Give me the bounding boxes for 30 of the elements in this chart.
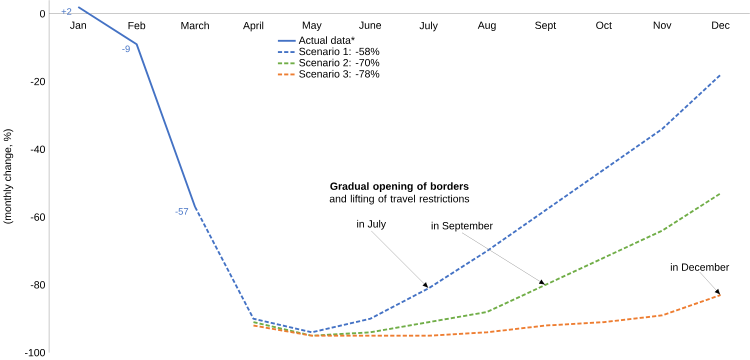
x-tick-label: Oct — [596, 22, 612, 30]
legend-label: Scenario 1: -58% — [299, 48, 380, 56]
y-tick-label: -20 — [30, 78, 45, 86]
annotation: Gradual opening of borders and lifting of travel restrictions — [330, 182, 470, 205]
legend-label: Scenario 2: -70% — [299, 58, 380, 66]
x-tick-label: Feb — [128, 22, 146, 30]
x-tick-label: March — [181, 22, 209, 30]
y-tick-label: -100 — [24, 349, 45, 356]
y-tick-label: 0 — [40, 10, 45, 18]
x-tick-label: Aug — [478, 22, 496, 32]
annotation: in September — [432, 222, 493, 232]
y-axis-title: (monthly change, %) — [3, 129, 14, 224]
data-label: +2 — [62, 8, 72, 15]
x-tick-label: Jan — [70, 22, 86, 29]
x-tick-label: Sept — [535, 22, 556, 32]
x-tick-label: Dec — [712, 22, 730, 29]
data-label: -57 — [175, 208, 188, 215]
annotation: in December — [670, 263, 730, 271]
y-tick-label: -80 — [30, 281, 45, 289]
legend-label: Actual data* — [298, 36, 355, 44]
x-tick-label: April — [243, 22, 264, 32]
x-tick-label: May — [302, 22, 322, 32]
y-tick-label: -60 — [30, 213, 45, 221]
x-tick-label: Nov — [654, 22, 672, 29]
x-tick-label: July — [420, 22, 438, 32]
x-tick-label: June — [359, 22, 382, 29]
y-tick-label: -40 — [30, 146, 45, 154]
legend-label: Scenario 3: -78% — [299, 70, 380, 78]
data-label: -9 — [122, 46, 130, 52]
annotation: in July — [357, 220, 386, 230]
